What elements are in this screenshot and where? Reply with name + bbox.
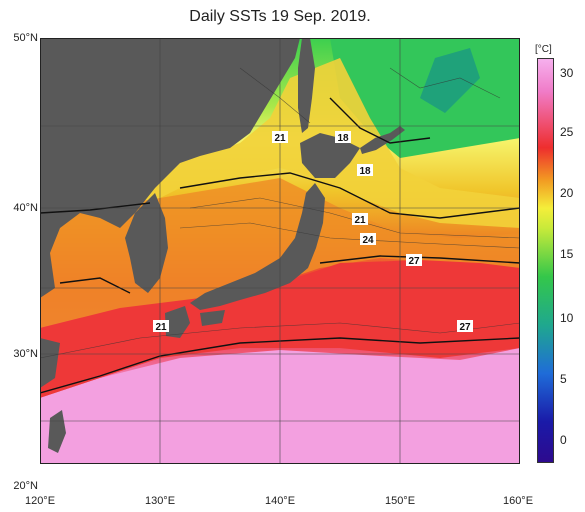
colorbar-tick-20: 20 xyxy=(560,186,574,200)
hokkaido-island xyxy=(300,133,360,178)
lon-label-130e: 130°E xyxy=(144,495,176,507)
shikoku-island xyxy=(200,310,225,326)
colorbar-tick-0: 0 xyxy=(560,433,567,447)
korean-peninsula xyxy=(125,193,168,293)
honshu-island xyxy=(190,183,325,310)
colorbar-tick-30: 30 xyxy=(560,66,574,80)
sakhalin-island xyxy=(298,38,315,133)
lat-label-40n: 40°N xyxy=(13,202,38,214)
contour-label: 21 xyxy=(274,133,286,144)
lon-label-140e: 140°E xyxy=(264,495,296,507)
colorbar-tick-10: 10 xyxy=(560,311,574,325)
map-border xyxy=(40,38,520,464)
colorbar-tick-5: 5 xyxy=(560,372,567,386)
colorbar xyxy=(537,58,554,463)
lat-label-20n: 20°N xyxy=(13,480,38,492)
colorbar-tick-25: 25 xyxy=(560,125,574,139)
china-coast xyxy=(40,338,60,388)
map-title: Daily SSTs 19 Sep. 2019. xyxy=(189,8,371,25)
contour-label: 21 xyxy=(155,322,167,333)
contour-label-group: 21 18 18 21 24 27 21 27 xyxy=(153,131,473,333)
contour-label: 21 xyxy=(354,215,366,226)
lon-label-120e: 120°E xyxy=(24,495,56,507)
lat-label-50n: 50°N xyxy=(13,32,38,44)
lon-label-160e: 160°E xyxy=(502,495,534,507)
sst-map: 21 18 18 21 24 27 21 27 xyxy=(40,38,520,464)
contour-label: 18 xyxy=(337,133,349,144)
contour-label: 27 xyxy=(408,256,420,267)
graticule xyxy=(40,38,520,464)
colorbar-tick-15: 15 xyxy=(560,247,574,261)
mainland-asia xyxy=(40,38,300,298)
contour-label: 18 xyxy=(359,166,371,177)
lon-label-150e: 150°E xyxy=(384,495,416,507)
sst-map-svg: 21 18 18 21 24 27 21 27 xyxy=(40,38,520,464)
kyushu-island xyxy=(165,306,190,338)
lat-label-30n: 30°N xyxy=(13,348,38,360)
contour-label: 24 xyxy=(362,235,374,246)
contour-label: 27 xyxy=(459,322,471,333)
colorbar-unit: [°C] xyxy=(535,44,552,55)
